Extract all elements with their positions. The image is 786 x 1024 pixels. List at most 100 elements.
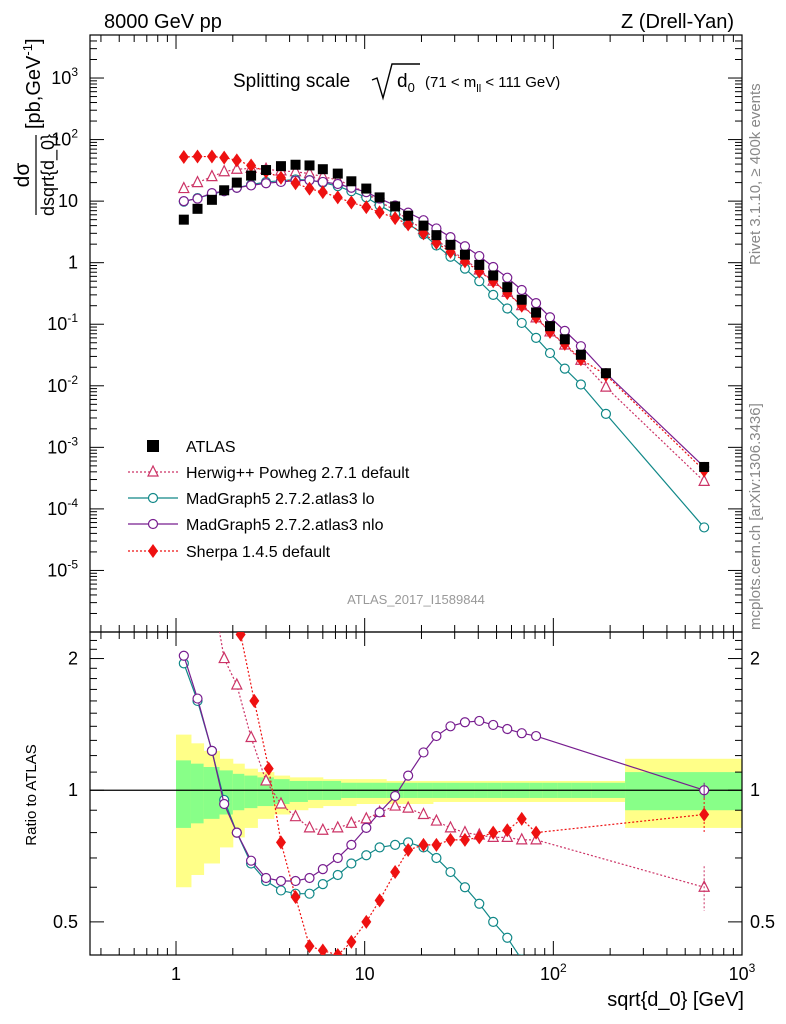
ratio-series-2: [178, 650, 710, 887]
data-marker: [260, 178, 272, 189]
ratio-series-3: [235, 632, 710, 955]
data-marker: [289, 809, 302, 822]
legend: ATLAS Herwig++ Powheg 2.7.1 default MadGra…: [128, 439, 410, 561]
data-marker: [231, 153, 242, 168]
data-marker: [698, 474, 711, 486]
data-marker: [260, 872, 272, 884]
y-tick-exponent: -3: [67, 434, 78, 448]
data-marker: [459, 717, 471, 728]
y-tick-label: 10-3: [47, 434, 78, 457]
band-inner: [273, 779, 291, 804]
data-marker: [530, 298, 542, 309]
y-tick-exponent: -1: [67, 311, 78, 325]
data-marker: [218, 164, 231, 177]
data-marker: [290, 176, 301, 191]
data-marker: [249, 693, 260, 708]
data-marker: [374, 842, 385, 853]
data-marker: [275, 885, 287, 896]
data-marker: [459, 241, 471, 252]
data-marker: [245, 180, 257, 191]
data-marker: [418, 220, 429, 231]
data-marker: [418, 837, 429, 852]
data-marker: [178, 150, 189, 165]
data-marker: [575, 341, 587, 352]
data-marker: [317, 176, 328, 188]
data-marker: [403, 842, 414, 857]
series-3: [178, 175, 710, 473]
data-marker: [403, 770, 414, 781]
data-marker: [390, 839, 401, 850]
data-marker: [559, 363, 570, 374]
ratio-y-tick-label-right: 1: [750, 780, 760, 800]
legend-entry: Sherpa 1.4.5 default: [128, 544, 331, 561]
data-marker: [431, 852, 442, 864]
data-marker: [531, 307, 542, 318]
data-marker: [346, 195, 357, 210]
svg-text:[pb,GeV-1]: [pb,GeV-1]: [20, 38, 45, 129]
process-label: Z (Drell-Yan): [621, 11, 734, 33]
sqrt-sign: [371, 63, 420, 101]
data-marker: [600, 408, 612, 419]
series-0: [178, 159, 710, 472]
x-axis-label: sqrt{d_0} [GeV]: [607, 989, 744, 1011]
data-marker: [275, 875, 287, 887]
rivet-label: Rivet 3.1.10, ≥ 400k events: [747, 83, 764, 265]
data-marker: [261, 165, 272, 176]
data-marker: [290, 889, 301, 904]
data-marker: [390, 211, 401, 226]
x-tick-label: 103: [729, 961, 756, 984]
data-marker: [332, 948, 343, 955]
y-tick-label: 10-2: [47, 373, 78, 396]
data-marker: [516, 317, 527, 329]
data-marker: [346, 839, 357, 850]
data-marker: [390, 201, 401, 212]
ratio-y-tick-label: 0.5: [53, 912, 78, 932]
y-tick-label: 10: [58, 191, 78, 211]
series-4: [178, 149, 710, 478]
data-marker: [304, 939, 315, 954]
band-inner: [289, 780, 309, 802]
legend-label: MadGraph5 2.7.2.atlas3 nlo: [186, 517, 384, 534]
data-marker: [361, 200, 372, 215]
data-marker: [402, 800, 415, 813]
data-marker: [219, 185, 230, 196]
main-frame: [89, 34, 743, 633]
data-marker: [445, 721, 456, 732]
plot-title: Splitting scale d0 (71 < mll < 111 GeV): [233, 63, 560, 101]
data-marker: [431, 730, 442, 742]
data-marker: [599, 379, 612, 392]
data-marker: [502, 932, 513, 943]
x-tick-label: 1: [171, 964, 181, 984]
band-inner: [232, 773, 245, 811]
ratio-y-tick-label-right: 0.5: [750, 912, 775, 932]
data-marker: [544, 312, 556, 323]
data-marker: [148, 544, 158, 558]
data-marker: [459, 882, 471, 893]
data-marker: [332, 852, 343, 864]
y-tick-exponent: -4: [67, 496, 78, 510]
data-marker: [417, 807, 430, 820]
data-marker: [403, 217, 414, 232]
legend-entry: ATLAS: [147, 439, 236, 456]
data-marker: [218, 651, 231, 664]
y-tick-label: 10-1: [47, 311, 78, 334]
data-marker: [444, 820, 457, 833]
band-inner: [203, 766, 220, 819]
data-marker: [147, 440, 159, 452]
data-marker: [502, 282, 513, 293]
y-axis-label-ratio: Ratio to ATLAS: [23, 744, 40, 845]
data-marker: [516, 811, 527, 826]
data-marker: [474, 259, 485, 270]
data-marker: [361, 850, 372, 861]
ratio-y-tick-label-right: 2: [750, 649, 760, 669]
y-tick-label: 1: [68, 253, 78, 273]
data-marker: [361, 183, 372, 194]
legend-label: MadGraph5 2.7.2.atlas3 lo: [186, 491, 375, 508]
data-marker: [361, 914, 372, 929]
data-marker: [559, 334, 570, 345]
data-marker: [230, 161, 243, 174]
y-tick-exponent: -5: [67, 557, 78, 571]
data-marker: [502, 272, 513, 283]
data-marker: [474, 898, 485, 909]
